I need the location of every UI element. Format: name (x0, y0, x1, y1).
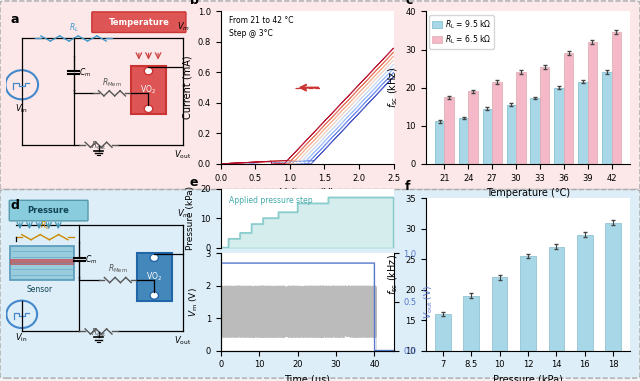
Bar (506, 105, 516, 164)
Bar (564, 53, 573, 164)
FancyBboxPatch shape (137, 253, 172, 301)
Text: $R_{\rm out}$: $R_{\rm out}$ (91, 139, 106, 152)
Bar (435, 121, 444, 164)
Text: Pressure: Pressure (28, 206, 70, 215)
Text: $\rm VO_2$: $\rm VO_2$ (140, 84, 157, 96)
FancyBboxPatch shape (131, 66, 166, 114)
X-axis label: Time (μs): Time (μs) (284, 375, 330, 381)
Text: $V_{\rm in}$: $V_{\rm in}$ (15, 103, 28, 115)
Bar (468, 91, 478, 164)
Text: a: a (10, 13, 19, 26)
Bar (492, 277, 508, 381)
Circle shape (144, 105, 153, 112)
Bar (588, 42, 597, 164)
Bar (548, 247, 564, 381)
FancyBboxPatch shape (10, 246, 74, 280)
Text: $V_{\rm out}$: $V_{\rm out}$ (175, 148, 191, 161)
Legend: $R_\mathrm{L}$ = 9.5 kΩ, $R_\mathrm{L}$ = 6.5 kΩ: $R_\mathrm{L}$ = 9.5 kΩ, $R_\mathrm{L}$ … (429, 15, 494, 49)
Bar (612, 32, 621, 164)
Bar (531, 98, 540, 164)
Text: $R_L$: $R_L$ (68, 21, 79, 34)
Text: $V_m$: $V_m$ (177, 208, 189, 220)
Y-axis label: $V_{\rm m}$ (V): $V_{\rm m}$ (V) (188, 287, 200, 317)
Text: Temperature: Temperature (108, 18, 170, 27)
Bar (444, 97, 454, 164)
Text: $R_c$: $R_c$ (40, 220, 50, 232)
Circle shape (144, 67, 153, 75)
FancyBboxPatch shape (10, 200, 88, 221)
FancyBboxPatch shape (0, 190, 640, 378)
Bar (459, 118, 468, 164)
Text: $C_m$: $C_m$ (79, 67, 92, 79)
Y-axis label: Current (mA): Current (mA) (182, 56, 192, 119)
Text: $V_{\rm out}$: $V_{\rm out}$ (175, 335, 191, 347)
Text: e: e (189, 176, 198, 189)
FancyBboxPatch shape (92, 12, 186, 32)
Circle shape (150, 292, 159, 299)
Y-axis label: $f_{\rm sc}$ (kHz): $f_{\rm sc}$ (kHz) (386, 67, 400, 108)
Text: $R_{\rm out}$: $R_{\rm out}$ (91, 326, 106, 339)
Text: $C_m$: $C_m$ (85, 253, 97, 266)
Text: Sensor: Sensor (27, 285, 53, 294)
Bar (435, 314, 451, 381)
X-axis label: Pressure (kPa): Pressure (kPa) (493, 375, 563, 381)
Text: $V_{\rm in}$: $V_{\rm in}$ (15, 331, 28, 344)
Text: $V_m$: $V_m$ (177, 21, 189, 33)
Text: $R_{\rm Mem}$: $R_{\rm Mem}$ (108, 263, 128, 275)
FancyBboxPatch shape (0, 1, 640, 189)
Bar (578, 82, 588, 164)
Text: f: f (405, 181, 411, 194)
Bar (516, 72, 525, 164)
Text: $\rm VO_2$: $\rm VO_2$ (146, 271, 163, 283)
Bar (483, 109, 492, 164)
Bar (463, 296, 479, 381)
Text: d: d (10, 200, 19, 213)
Bar (605, 223, 621, 381)
Bar (554, 88, 564, 164)
Bar (602, 72, 612, 164)
Y-axis label: $V_{\rm out}$ (V): $V_{\rm out}$ (V) (422, 285, 435, 319)
Text: From 21 to 42 °C
Step @ 3°C: From 21 to 42 °C Step @ 3°C (230, 16, 294, 37)
Y-axis label: Pressure (kPa): Pressure (kPa) (186, 186, 195, 250)
Bar (10, 259, 74, 264)
Text: $R_{\rm Mem}$: $R_{\rm Mem}$ (102, 76, 122, 88)
Text: Applied pressure step: Applied pressure step (230, 196, 313, 205)
Bar (520, 256, 536, 381)
Bar (492, 82, 502, 164)
Y-axis label: $f_{\rm sc}$ (kHz): $f_{\rm sc}$ (kHz) (386, 254, 400, 295)
Bar (577, 235, 593, 381)
Text: c: c (405, 0, 413, 7)
X-axis label: Temperature (°C): Temperature (°C) (486, 188, 570, 198)
Circle shape (150, 254, 159, 261)
X-axis label: Voltage (V): Voltage (V) (280, 188, 334, 198)
Bar (540, 67, 550, 164)
Text: b: b (189, 0, 198, 7)
